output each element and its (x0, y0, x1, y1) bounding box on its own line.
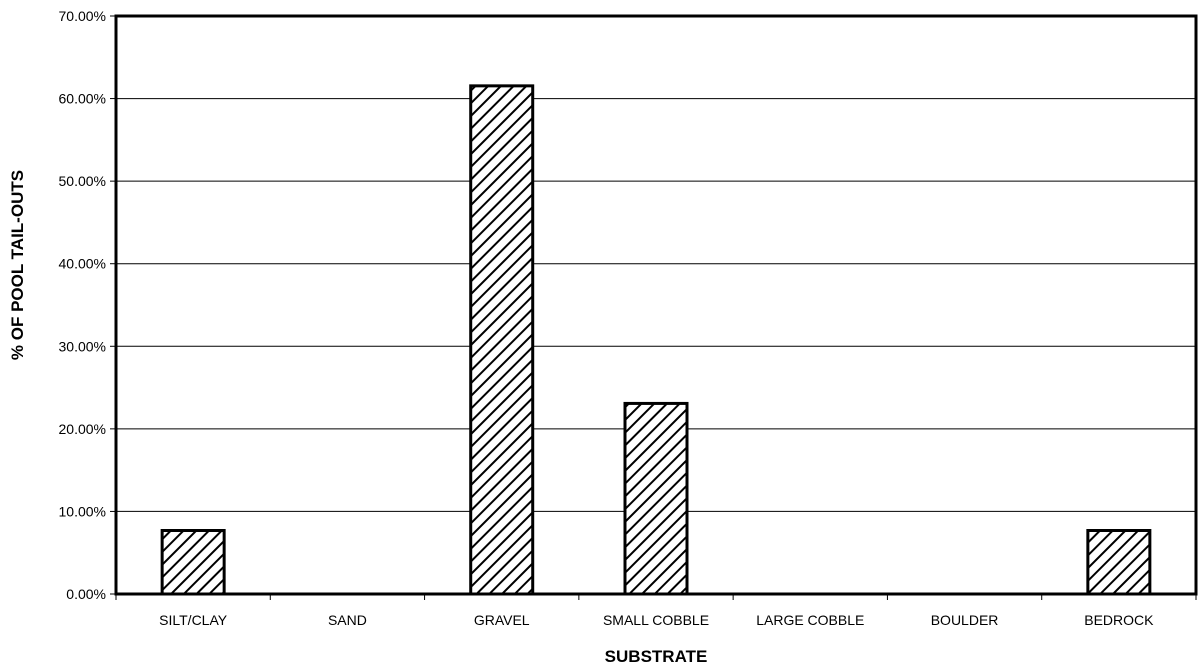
y-axis-title: % OF POOL TAIL-OUTS (8, 170, 27, 360)
y-tick-label: 60.00% (59, 91, 106, 107)
x-tick-label: LARGE COBBLE (756, 612, 864, 628)
gridlines (116, 98, 1196, 512)
y-tick-label: 10.00% (59, 503, 106, 519)
x-axis-title: SUBSTRATE (605, 647, 708, 666)
x-tick-label: BOULDER (931, 612, 999, 628)
y-tick-label: 0.00% (66, 586, 106, 602)
bar-silt-clay (160, 529, 226, 596)
bar-bedrock (1086, 529, 1152, 596)
x-tick-label: SMALL COBBLE (603, 612, 709, 628)
y-tick-labels: 0.00% 10.00% 20.00% 30.00% 40.00% 50.00% 60.00… (59, 8, 106, 602)
x-tick-label: BEDROCK (1084, 612, 1154, 628)
axes (110, 14, 1198, 600)
y-tick-label: 30.00% (59, 338, 106, 354)
bar-gravel (469, 84, 535, 596)
x-tick-label: SAND (328, 612, 367, 628)
bars (160, 84, 1152, 596)
y-tick-label: 70.00% (59, 8, 106, 24)
y-tick-label: 20.00% (59, 421, 106, 437)
bar-small-cobble (623, 401, 689, 596)
x-tick-label: GRAVEL (474, 612, 530, 628)
y-tick-label: 40.00% (59, 256, 106, 272)
x-tick-labels: SILT/CLAY SAND GRAVEL SMALL COBBLE LARGE COB… (159, 612, 1154, 628)
x-tick-label: SILT/CLAY (159, 612, 228, 628)
y-tick-label: 50.00% (59, 173, 106, 189)
